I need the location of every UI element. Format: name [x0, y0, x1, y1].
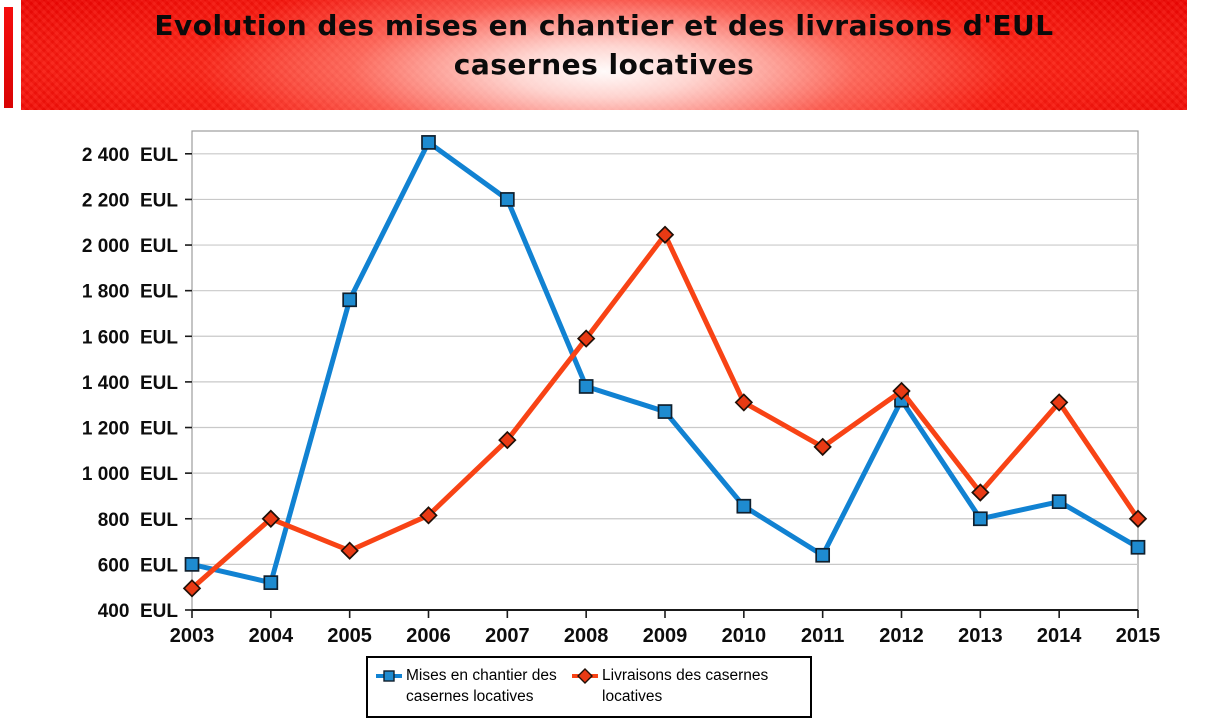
data-point-square [263, 575, 279, 590]
x-tick-label: 2010 [722, 625, 767, 647]
legend-diamond-marker-icon [572, 668, 598, 689]
y-tick-label: 1 000 EUL [82, 464, 178, 485]
x-tick-label: 2013 [958, 625, 1003, 647]
data-point-square [578, 379, 594, 394]
data-point-diamond [734, 393, 754, 412]
data-point-square [499, 192, 515, 207]
data-point-diamond [1128, 509, 1148, 528]
y-tick-label: 400 EUL [98, 601, 179, 622]
legend-square-marker-icon [376, 668, 402, 689]
data-point-square [184, 557, 200, 572]
y-tick-label: 2 000 EUL [82, 236, 178, 257]
x-tick-label: 2014 [1037, 625, 1082, 647]
data-point-diamond [419, 506, 438, 525]
data-point-square [736, 498, 752, 514]
x-tick-label: 2006 [406, 625, 451, 647]
data-point-diamond [892, 381, 911, 401]
y-tick-label: 600 EUL [98, 555, 179, 576]
data-point-square [972, 511, 988, 527]
data-point-diamond [576, 329, 596, 348]
data-point-square [657, 404, 673, 419]
series-line-0 [189, 139, 1141, 586]
legend-item-livraisons: Livraisons des casernes locatives [572, 665, 792, 707]
data-point-diamond [261, 509, 281, 528]
x-tick-label: 2009 [643, 625, 688, 647]
y-tick-label: 1 400 EUL [82, 373, 178, 394]
data-point-diamond [1049, 393, 1069, 412]
data-point-square [1051, 494, 1067, 510]
data-point-diamond [340, 541, 359, 560]
x-tick-label: 2005 [327, 625, 372, 647]
data-point-diamond [182, 579, 202, 598]
data-point-diamond [971, 483, 990, 502]
data-point-square [1130, 539, 1146, 555]
data-point-diamond [655, 225, 675, 244]
legend-label: Livraisons des casernes locatives [602, 667, 769, 705]
data-point-diamond [498, 430, 517, 450]
plot-border [191, 130, 1139, 611]
y-tick-label: 1 800 EUL [82, 282, 178, 303]
chart-legend: Mises en chantier des casernes locatives… [366, 656, 812, 718]
data-point-square [421, 135, 436, 150]
chart-title-line2: casernes locatives [453, 48, 755, 81]
y-tick-label: 2 200 EUL [82, 190, 178, 211]
x-tick-label: 2012 [879, 625, 924, 647]
y-tick-label: 1 200 EUL [82, 419, 178, 440]
x-tick-label: 2003 [170, 625, 215, 647]
x-tick-label: 2008 [564, 625, 609, 647]
legend-label: Mises en chantier des casernes locatives [406, 667, 557, 705]
x-tick-label: 2015 [1116, 625, 1161, 647]
chart-title-line1: Evolution des mises en chantier et des l… [154, 9, 1054, 42]
x-tick-label: 2004 [249, 625, 294, 647]
title-banner: Evolution des mises en chantier et des l… [21, 0, 1187, 110]
data-point-square [815, 547, 831, 563]
data-point-square [342, 292, 358, 308]
y-tick-label: 1 600 EUL [82, 327, 178, 348]
y-tick-label: 2 400 EUL [82, 145, 178, 166]
banner-left-strip [4, 7, 13, 108]
data-point-diamond [813, 437, 832, 457]
legend-item-mises-en-chantier: Mises en chantier des casernes locatives [376, 665, 572, 707]
x-tick-label: 2011 [801, 625, 844, 647]
y-tick-label: 800 EUL [98, 510, 179, 531]
x-tick-label: 2007 [485, 625, 530, 647]
